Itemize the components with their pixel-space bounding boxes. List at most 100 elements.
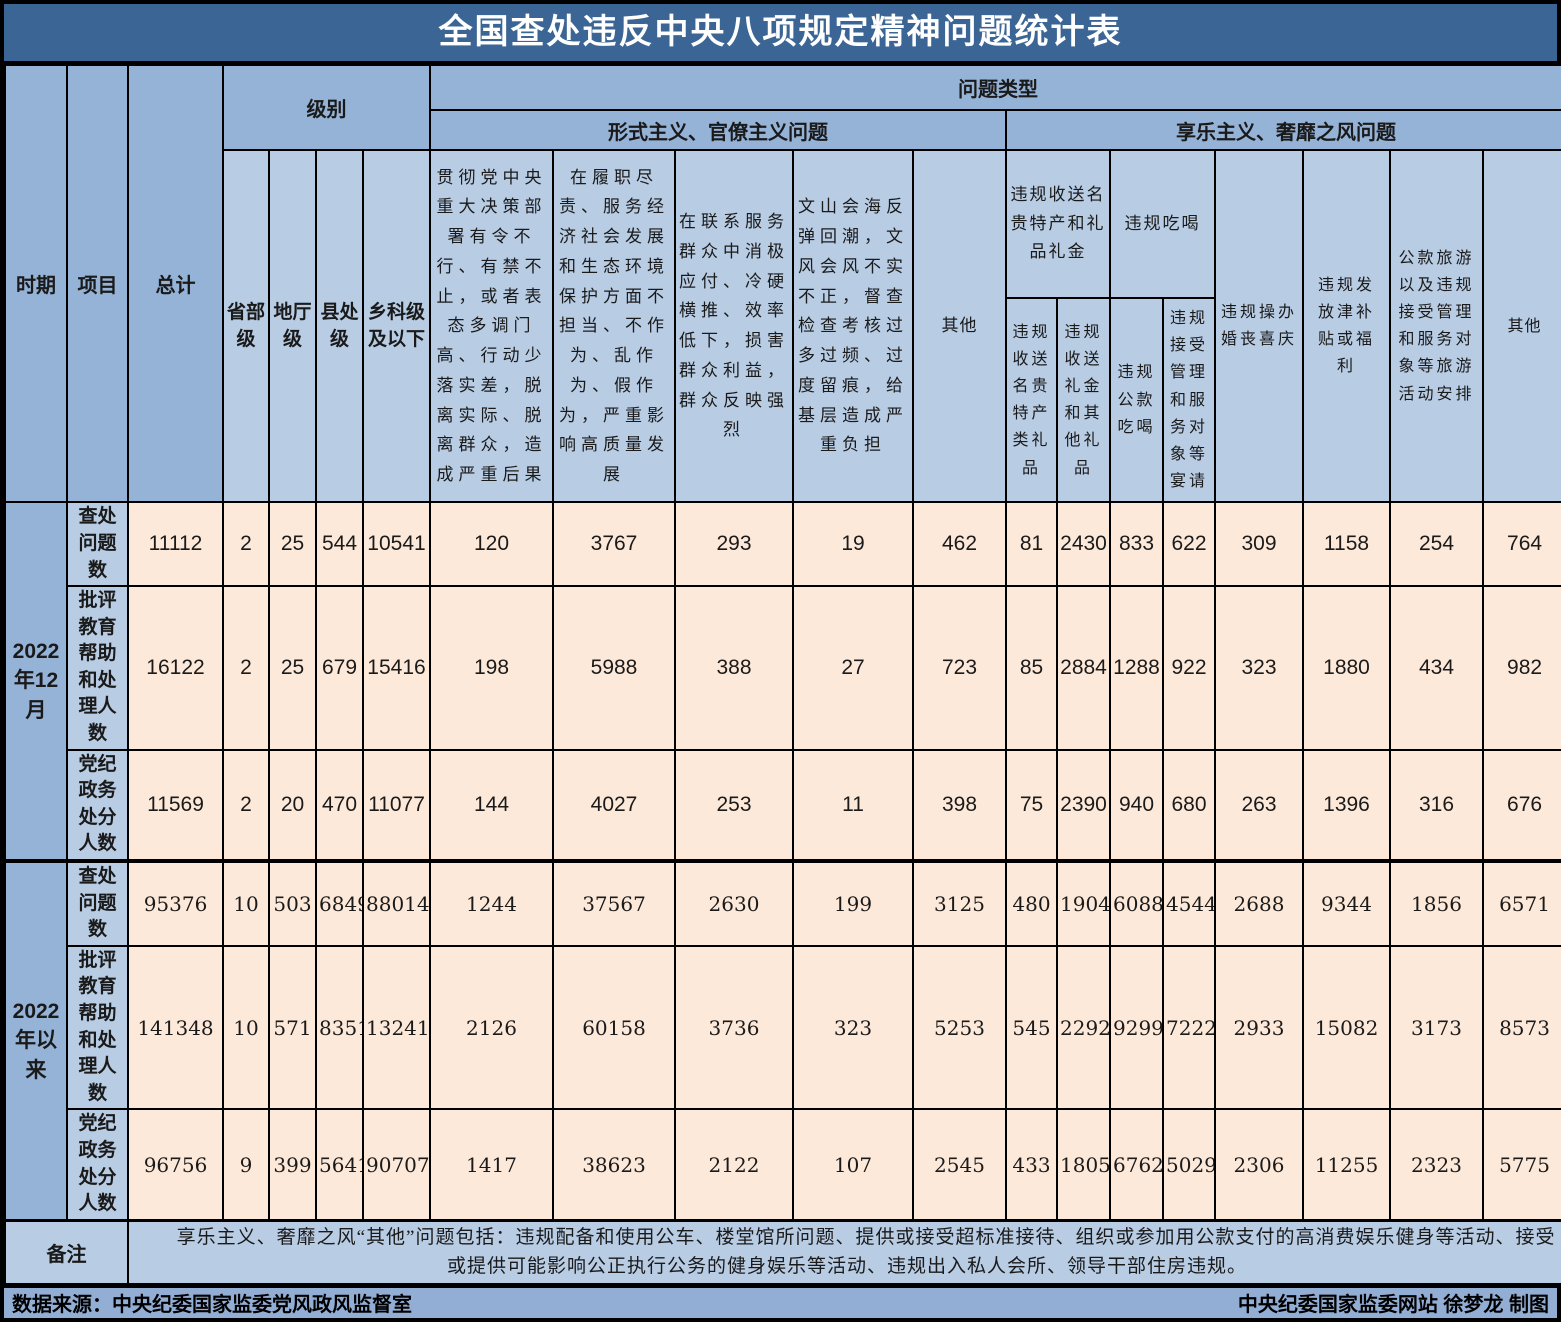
- header-formalism-col-4: 文山会海反弹回潮，文风会风不实不正，督查检查考核过多过频、过度留痕，给基层造成严…: [792, 148, 914, 504]
- data-cell: 6088: [1109, 859, 1164, 947]
- data-cell: 10: [222, 944, 270, 1111]
- data-cell: 75: [1005, 748, 1058, 863]
- data-cell: 1288: [1109, 585, 1164, 751]
- data-cell: 96756: [127, 1108, 224, 1222]
- data-cell: 263: [1214, 748, 1304, 863]
- data-cell: 2126: [429, 944, 554, 1111]
- header-gift-cash-col: 违规收送礼金和其他礼品: [1056, 296, 1111, 504]
- data-cell: 1396: [1302, 748, 1391, 863]
- data-cell: 141348: [127, 944, 224, 1111]
- data-cell: 399: [268, 1108, 317, 1222]
- period-label-dec-2022: 2022年12月: [4, 501, 68, 863]
- header-formalism-col-3: 在联系服务群众中消极应付、冷硬横推、效率低下，损害群众利益，群众反映强烈: [674, 148, 794, 504]
- header-gift-group: 违规收送名贵特产和礼品礼金: [1005, 149, 1111, 299]
- data-cell: 3125: [912, 859, 1007, 947]
- data-cell: 680: [1162, 748, 1216, 863]
- data-cell: 9344: [1302, 859, 1391, 947]
- data-cell: 6571: [1481, 859, 1561, 947]
- header-wedding-funeral-col: 违规操办婚丧喜庆: [1214, 148, 1304, 504]
- data-cell: 90707: [362, 1108, 431, 1222]
- data-cell: 81: [1005, 501, 1058, 588]
- data-cell: 199: [792, 859, 914, 947]
- credit-label: 中央纪委国家监委网站 徐梦龙 制图: [1237, 1294, 1549, 1317]
- data-cell: 2323: [1389, 1108, 1484, 1222]
- data-cell: 37567: [552, 859, 676, 947]
- header-level-county: 县处级: [315, 148, 364, 504]
- header-public-dining-col: 违规公款吃喝: [1109, 296, 1164, 504]
- data-cell: 293: [674, 501, 794, 588]
- data-cell: 10: [222, 859, 270, 947]
- data-cell: 480: [1005, 859, 1058, 947]
- data-cell: 198: [429, 585, 554, 751]
- data-cell: 679: [315, 585, 364, 751]
- header-hedonism-other-col: 其他: [1481, 148, 1561, 504]
- header-formalism-col-2: 在履职尽责、服务经济社会发展和生态环境保护方面不担当、不作为、乱作为、假作为，严…: [552, 148, 676, 504]
- data-cell: 723: [912, 585, 1007, 751]
- data-cell: 144: [429, 748, 554, 863]
- data-cell: 15082: [1302, 944, 1391, 1111]
- header-problem-type-group: 问题类型: [428, 64, 1561, 111]
- data-cell: 85: [1005, 585, 1058, 751]
- data-cell: 470: [315, 748, 364, 863]
- data-cell: 5988: [552, 585, 676, 751]
- data-cell: 622: [1162, 501, 1216, 588]
- data-cell: 5775: [1481, 1108, 1561, 1222]
- footer-bar: 数据来源：中央纪委国家监委党风政风监督室 中央纪委国家监委网站 徐梦龙 制图: [4, 1284, 1557, 1318]
- data-cell: 7222: [1162, 944, 1216, 1111]
- header-banquet-col: 违规接受管理和服务对象等宴请: [1162, 296, 1216, 504]
- data-cell: 27: [792, 585, 914, 751]
- data-cell: 1158: [1302, 501, 1391, 588]
- data-cell: 6849: [315, 859, 364, 947]
- data-cell: 309: [1214, 501, 1304, 588]
- header-formalism-col-other: 其他: [912, 148, 1007, 504]
- data-cell: 2: [222, 501, 270, 588]
- data-cell: 20: [268, 748, 317, 863]
- item-label: 查处问题数: [66, 859, 129, 947]
- header-level-township: 乡科级及以下: [362, 148, 431, 504]
- data-cell: 11: [792, 748, 914, 863]
- item-label: 批评教育帮助和处理人数: [66, 585, 129, 751]
- data-cell: 120: [429, 501, 554, 588]
- data-cell: 8573: [1481, 944, 1561, 1111]
- data-cell: 1880: [1302, 585, 1391, 751]
- item-label: 党纪政务处分人数: [66, 748, 129, 863]
- data-cell: 833: [1109, 501, 1164, 588]
- data-cell: 2688: [1214, 859, 1304, 947]
- data-cell: 4027: [552, 748, 676, 863]
- data-cell: 3173: [1389, 944, 1484, 1111]
- data-cell: 19: [792, 501, 914, 588]
- data-cell: 323: [1214, 585, 1304, 751]
- data-cell: 1244: [429, 859, 554, 947]
- data-cell: 316: [1389, 748, 1484, 863]
- header-level-province: 省部级: [222, 148, 270, 504]
- header-level-group: 级别: [222, 64, 431, 151]
- item-label: 党纪政务处分人数: [66, 1108, 129, 1222]
- header-item: 项目: [66, 63, 129, 504]
- data-cell: 940: [1109, 748, 1164, 863]
- data-cell: 982: [1481, 585, 1561, 751]
- data-cell: 22925: [1056, 944, 1111, 1111]
- data-cell: 15416: [362, 585, 431, 751]
- data-cell: 10541: [362, 501, 431, 588]
- data-cell: 254: [1389, 501, 1484, 588]
- data-cell: 25: [268, 585, 317, 751]
- data-cell: 3767: [552, 501, 676, 588]
- data-cell: 922: [1162, 585, 1216, 751]
- data-cell: 2122: [674, 1108, 794, 1222]
- data-cell: 9: [222, 1108, 270, 1222]
- data-cell: 11077: [362, 748, 431, 863]
- data-cell: 2630: [674, 859, 794, 947]
- data-cell: 11112: [127, 501, 224, 588]
- header-gift-specialty-col: 违规收送名贵特产类礼品: [1005, 296, 1058, 504]
- data-cell: 16122: [127, 585, 224, 751]
- data-cell: 18059: [1056, 1108, 1111, 1222]
- data-cell: 107: [792, 1108, 914, 1222]
- header-formalism-group: 形式主义、官僚主义问题: [429, 109, 1007, 151]
- data-cell: 3736: [674, 944, 794, 1111]
- data-cell: 25: [268, 501, 317, 588]
- header-period: 时期: [4, 63, 68, 504]
- data-cell: 5641: [315, 1108, 364, 1222]
- header-public-travel-col: 公款旅游以及违规接受管理和服务对象等旅游活动安排: [1389, 148, 1484, 504]
- data-cell: 398: [912, 748, 1007, 863]
